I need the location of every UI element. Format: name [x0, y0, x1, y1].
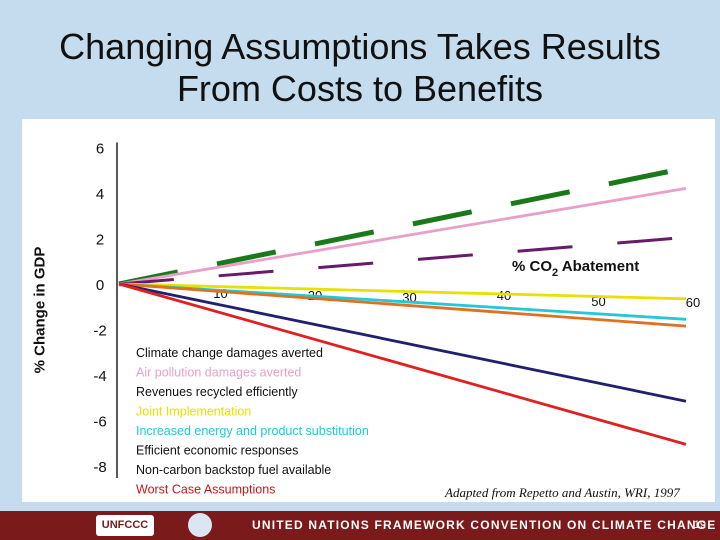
legend-entry: Efficient economic responses [136, 444, 298, 458]
y-tick-label: 0 [96, 277, 104, 294]
series-line [118, 187, 687, 286]
footer-text: UNITED NATIONS FRAMEWORK CONVENTION ON C… [252, 518, 717, 532]
legend-entry: Worst Case Assumptions [136, 483, 275, 497]
series-line [118, 282, 687, 328]
x-tick-label: 10 [213, 286, 227, 301]
title-line-1: Changing Assumptions Takes Results [59, 26, 661, 67]
y-tick-label: 4 [96, 186, 104, 203]
page-number: 19 [693, 519, 706, 531]
x-tick-label: 40 [497, 288, 511, 303]
y-tick-label: 6 [96, 141, 104, 158]
y-tick-label: -6 [93, 414, 106, 431]
unfccc-logo: UNFCCC [96, 515, 154, 536]
title-line-2: From Costs to Benefits [176, 68, 544, 109]
footer-bar: UNFCCC UNITED NATIONS FRAMEWORK CONVENTI… [0, 511, 720, 540]
y-tick-label: -8 [93, 459, 106, 476]
legend-entry: Non-carbon backstop fuel available [136, 463, 331, 477]
chart-panel [22, 119, 715, 502]
series-line [118, 282, 687, 446]
legend-entry: Revenues recycled efficiently [136, 385, 298, 399]
logo-text: UNFCCC [101, 519, 149, 531]
legend-entry: Increased energy and product substitutio… [136, 424, 369, 438]
slide-title: Changing Assumptions Takes Results From … [0, 26, 720, 110]
source-note: Adapted from Repetto and Austin, WRI, 19… [444, 485, 680, 500]
y-tick-label: -4 [93, 368, 106, 385]
x-tick-label: 60 [686, 295, 700, 310]
legend-entry: Joint Implementation [136, 405, 251, 419]
un-emblem-icon [188, 513, 212, 537]
legend-entry: Air pollution damages averted [136, 366, 301, 380]
x-axis-label: % CO2 Abatement [512, 258, 639, 279]
series-line [118, 282, 687, 403]
series-line [118, 282, 687, 301]
legend-entry: Climate change damages averted [136, 346, 323, 360]
y-tick-label: -2 [93, 323, 106, 340]
y-tick-label: 2 [96, 232, 104, 249]
